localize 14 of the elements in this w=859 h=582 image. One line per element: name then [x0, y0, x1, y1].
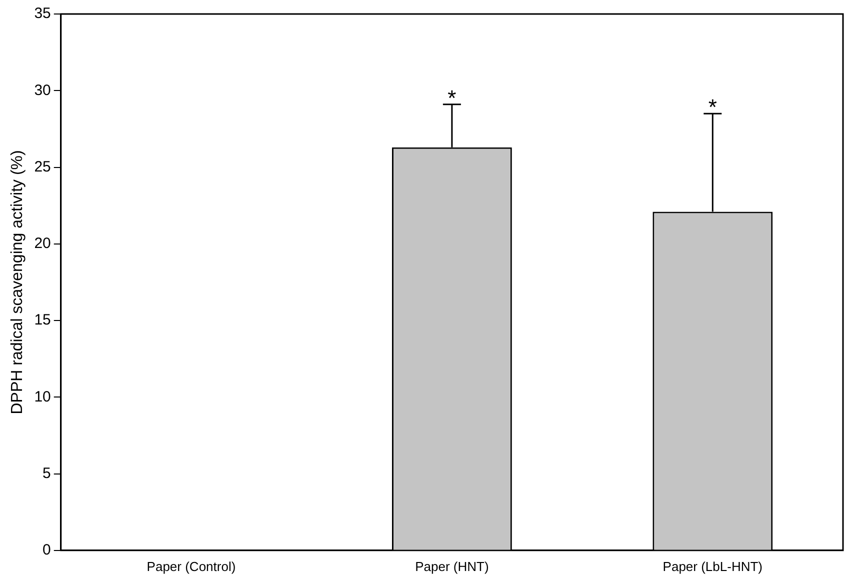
- y-tick-label: 10: [34, 388, 51, 406]
- y-tick-label: 5: [42, 464, 51, 482]
- y-tick-label: 20: [34, 235, 51, 252]
- annotation: *: [708, 94, 718, 120]
- x-tick-label: Paper (HNT): [415, 558, 489, 574]
- y-tick-label: 0: [42, 542, 51, 559]
- y-tick-label: 25: [34, 158, 51, 176]
- x-tick-label: Paper (LbL-HNT): [662, 558, 762, 574]
- y-tick-label: 15: [34, 312, 51, 329]
- y-tick-label: 35: [34, 5, 51, 22]
- x-tick-label: Paper (Control): [146, 558, 236, 574]
- y-tick-label: 30: [34, 82, 51, 99]
- annotation: *: [448, 85, 457, 110]
- y-axis-title: DPPH radical scavenging activity (%): [9, 150, 26, 414]
